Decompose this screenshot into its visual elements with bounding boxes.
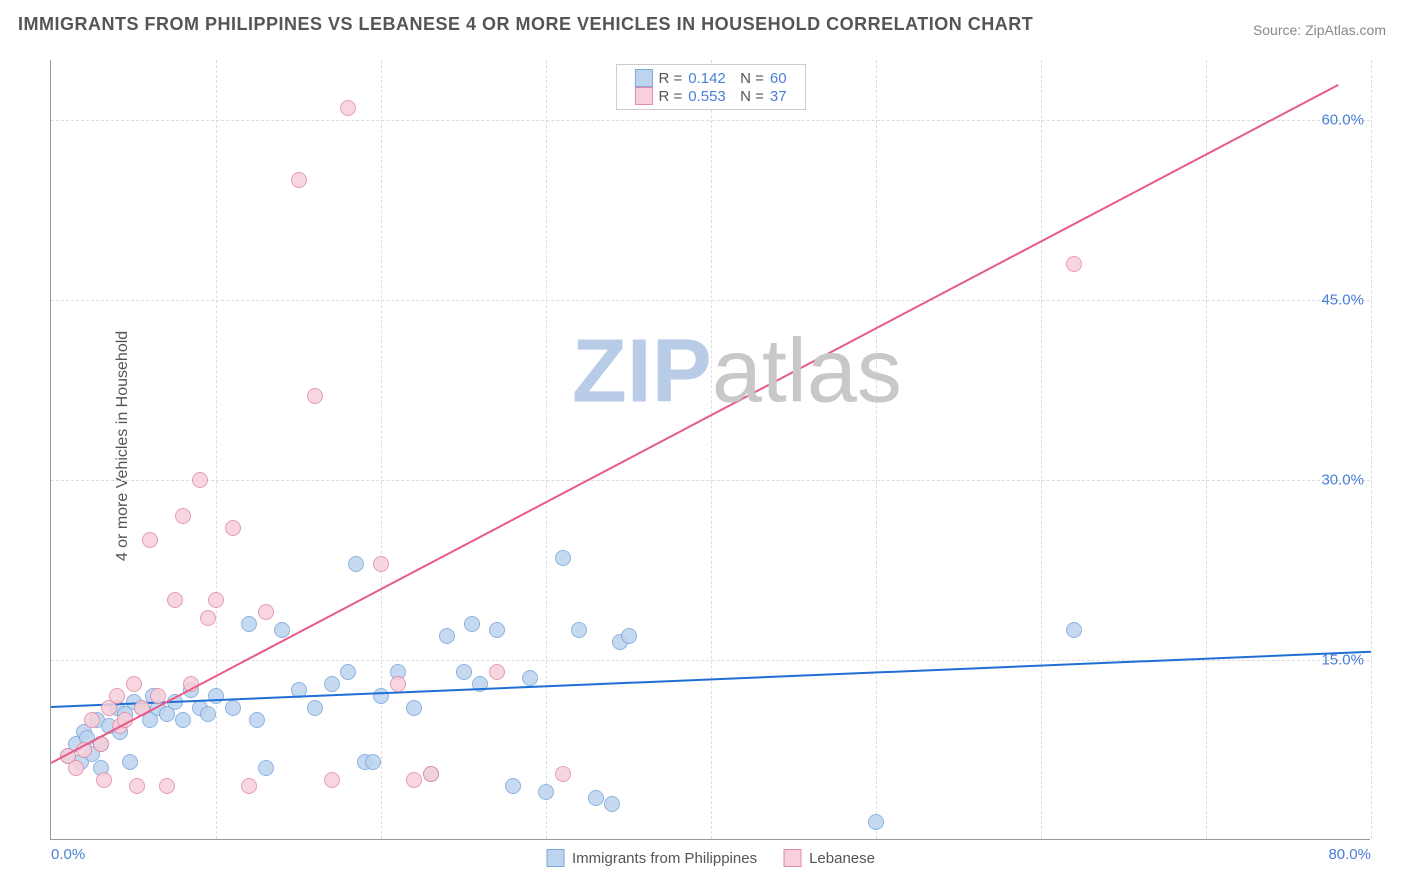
r-value: 0.142 <box>688 70 726 87</box>
data-point <box>274 622 290 638</box>
x-tick-label: 80.0% <box>1328 846 1371 863</box>
data-point <box>225 520 241 536</box>
n-value: 60 <box>770 70 787 87</box>
gridline-v <box>1206 60 1207 839</box>
data-point <box>109 688 125 704</box>
data-point <box>258 760 274 776</box>
data-point <box>538 784 554 800</box>
gridline-v <box>381 60 382 839</box>
gridline-h <box>51 120 1370 121</box>
watermark-zip: ZIP <box>572 321 712 421</box>
data-point <box>464 616 480 632</box>
data-point <box>571 622 587 638</box>
y-tick-label: 60.0% <box>1321 112 1364 129</box>
gridline-v <box>546 60 547 839</box>
data-point <box>200 706 216 722</box>
data-point <box>307 388 323 404</box>
data-point <box>142 532 158 548</box>
data-point <box>122 754 138 770</box>
data-point <box>406 700 422 716</box>
legend-stat-row: R = 0.553 N = 37 <box>634 87 786 105</box>
data-point <box>340 664 356 680</box>
data-point <box>604 796 620 812</box>
data-point <box>588 790 604 806</box>
data-point <box>175 508 191 524</box>
data-point <box>258 604 274 620</box>
chart-title: IMMIGRANTS FROM PHILIPPINES VS LEBANESE … <box>18 14 1033 35</box>
data-point <box>489 664 505 680</box>
data-point <box>175 712 191 728</box>
gridline-h <box>51 480 1370 481</box>
gridline-v <box>876 60 877 839</box>
data-point <box>423 766 439 782</box>
data-point <box>84 712 100 728</box>
data-point <box>621 628 637 644</box>
data-point <box>340 100 356 116</box>
y-tick-label: 30.0% <box>1321 472 1364 489</box>
data-point <box>225 700 241 716</box>
gridline-v <box>216 60 217 839</box>
data-point <box>373 688 389 704</box>
gridline-v <box>711 60 712 839</box>
data-point <box>489 622 505 638</box>
data-point <box>96 772 112 788</box>
data-point <box>555 550 571 566</box>
gridline-h <box>51 300 1370 301</box>
data-point <box>241 616 257 632</box>
legend-stat-row: R = 0.142 N = 60 <box>634 69 786 87</box>
data-point <box>126 676 142 692</box>
legend-swatch <box>634 69 652 87</box>
data-point <box>208 688 224 704</box>
data-point <box>522 670 538 686</box>
data-point <box>249 712 265 728</box>
series-legend: Immigrants from Philippines Lebanese <box>546 849 875 867</box>
data-point <box>159 778 175 794</box>
data-point <box>167 592 183 608</box>
watermark-atlas: atlas <box>712 321 902 421</box>
data-point <box>555 766 571 782</box>
legend-label: Lebanese <box>809 850 875 867</box>
n-value: 37 <box>770 88 787 105</box>
data-point <box>1066 256 1082 272</box>
data-point <box>1066 622 1082 638</box>
data-point <box>505 778 521 794</box>
gridline-v <box>1041 60 1042 839</box>
data-point <box>324 772 340 788</box>
n-label: N = <box>732 70 764 87</box>
correlation-legend-box: R = 0.142 N = 60 R = 0.553 N = 37 <box>615 64 805 110</box>
data-point <box>456 664 472 680</box>
data-point <box>307 700 323 716</box>
data-point <box>208 592 224 608</box>
data-point <box>348 556 364 572</box>
legend-swatch <box>783 849 801 867</box>
data-point <box>390 676 406 692</box>
legend-swatch <box>546 849 564 867</box>
y-tick-label: 45.0% <box>1321 292 1364 309</box>
r-value: 0.553 <box>688 88 726 105</box>
legend-item: Lebanese <box>783 849 875 867</box>
data-point <box>373 556 389 572</box>
legend-label: Immigrants from Philippines <box>572 850 757 867</box>
r-label: R = <box>658 70 682 87</box>
data-point <box>129 778 145 794</box>
data-point <box>868 814 884 830</box>
data-point <box>200 610 216 626</box>
data-point <box>324 676 340 692</box>
data-point <box>439 628 455 644</box>
data-point <box>241 778 257 794</box>
gridline-v <box>1371 60 1372 839</box>
data-point <box>68 760 84 776</box>
legend-item: Immigrants from Philippines <box>546 849 757 867</box>
data-point <box>365 754 381 770</box>
source-text: Source: ZipAtlas.com <box>1253 22 1386 38</box>
data-point <box>192 472 208 488</box>
plot-area: ZIPatlas R = 0.142 N = 60 R = 0.553 N = … <box>50 60 1370 840</box>
r-label: R = <box>658 88 682 105</box>
legend-swatch <box>634 87 652 105</box>
n-label: N = <box>732 88 764 105</box>
watermark-logo: ZIPatlas <box>572 320 902 423</box>
data-point <box>406 772 422 788</box>
data-point <box>291 172 307 188</box>
x-tick-label: 0.0% <box>51 846 85 863</box>
